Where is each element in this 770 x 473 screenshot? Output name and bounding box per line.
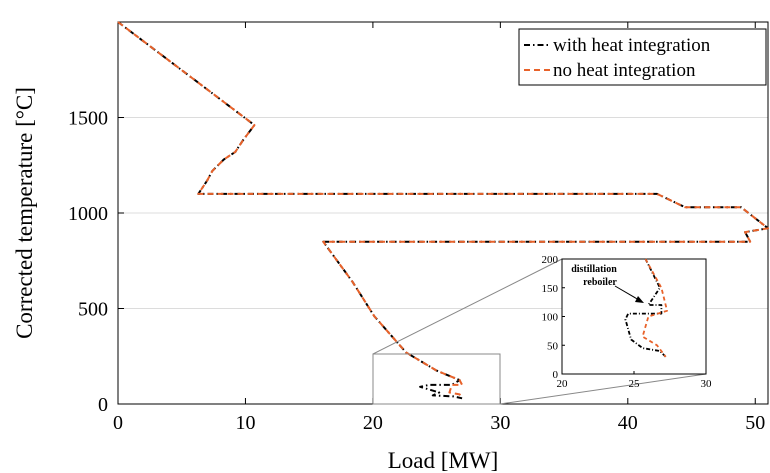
x-tick-label: 30 <box>490 412 510 434</box>
zoom-box <box>373 354 500 404</box>
x-axis-label: Load [MW] <box>388 448 499 473</box>
legend-label-no-heat-integration: no heat integration <box>553 60 696 81</box>
x-tick-label: 20 <box>363 412 383 434</box>
inset-y-tick-label: 200 <box>542 254 559 266</box>
y-tick-label: 500 <box>78 299 108 321</box>
legend-label-with-heat-integration: with heat integration <box>553 35 711 56</box>
zoom-connector-bottom <box>500 374 706 404</box>
zoom-connector-top <box>373 259 562 354</box>
inset-y-tick-label: 100 <box>542 312 559 324</box>
inset-x-tick-label: 20 <box>557 378 569 390</box>
inset-y-tick-label: 0 <box>553 369 559 381</box>
y-axis-label: Corrected temperature [°C] <box>12 87 37 339</box>
inset-y-tick-label: 150 <box>542 283 559 295</box>
y-tick-label: 1500 <box>68 108 108 130</box>
x-tick-label: 40 <box>618 412 638 434</box>
x-tick-label: 0 <box>113 412 123 434</box>
inset-x-tick-label: 25 <box>629 378 641 390</box>
inset-annotation: distillation <box>571 264 617 275</box>
y-tick-label: 0 <box>98 394 108 416</box>
inset-annotation-line2: reboiler <box>583 277 617 288</box>
x-tick-label: 50 <box>745 412 765 434</box>
inset-y-tick-label: 50 <box>547 340 559 352</box>
x-tick-label: 10 <box>235 412 255 434</box>
inset-x-tick-label: 30 <box>701 378 713 390</box>
y-tick-label: 1000 <box>68 203 108 225</box>
